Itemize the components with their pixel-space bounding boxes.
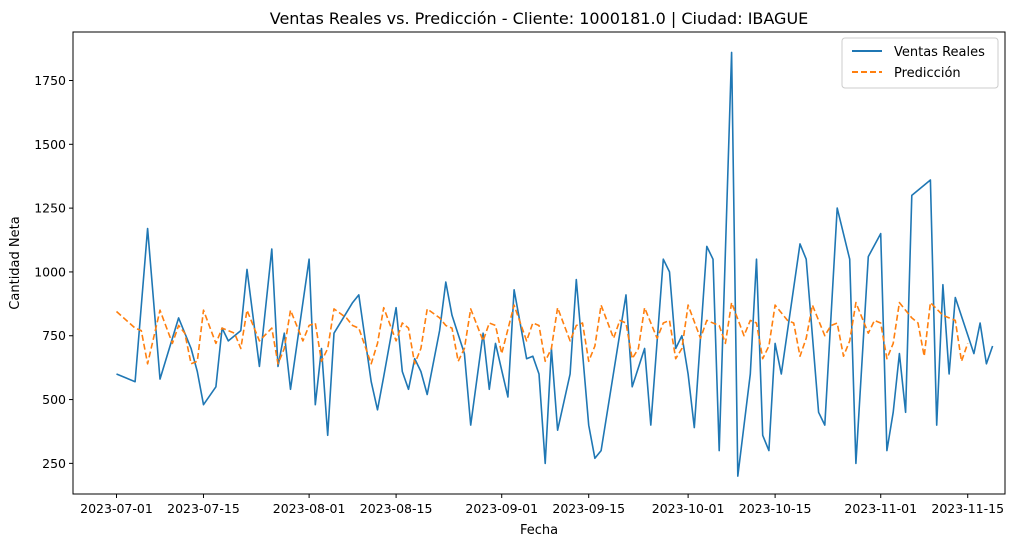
x-tick-label: 2023-08-15 [360, 501, 433, 516]
y-tick-label: 500 [42, 392, 66, 407]
legend-label-prediccion: Predicción [894, 66, 961, 81]
y-tick-label: 250 [42, 456, 66, 471]
x-tick-label: 2023-11-15 [931, 501, 1004, 516]
chart-title: Ventas Reales vs. Predicción - Cliente: … [270, 9, 809, 28]
series-line-ventas-reales [116, 51, 994, 477]
legend-label-ventas-reales: Ventas Reales [894, 45, 985, 60]
axes-frame [72, 31, 1006, 495]
y-tick-label: 1000 [34, 264, 66, 279]
x-tick-label: 2023-09-01 [465, 501, 538, 516]
y-tick-label: 1250 [34, 201, 66, 216]
x-axis: 2023-07-01 2023-07-15 2023-08-01 2023-08-15… [80, 494, 1004, 516]
plot-area [115, 51, 994, 477]
x-tick-label: 2023-09-15 [552, 501, 625, 516]
x-tick-label: 2023-07-01 [80, 501, 153, 516]
y-axis: 250 500 750 1000 1250 1500 1750 [34, 73, 73, 471]
x-tick-label: 2023-11-01 [844, 501, 917, 516]
x-tick-label: 2023-07-15 [167, 501, 240, 516]
x-tick-label: 2023-10-01 [652, 501, 725, 516]
y-tick-label: 750 [42, 328, 66, 343]
y-tick-label: 1750 [34, 73, 66, 88]
x-tick-label: 2023-10-15 [739, 501, 812, 516]
series-line-prediccion [115, 301, 969, 365]
x-tick-label: 2023-08-01 [273, 501, 346, 516]
y-tick-label: 1500 [34, 137, 66, 152]
x-axis-label: Fecha [520, 523, 558, 538]
legend: Ventas Reales Predicción [841, 37, 999, 89]
y-axis-label: Cantidad Neta [8, 216, 23, 309]
